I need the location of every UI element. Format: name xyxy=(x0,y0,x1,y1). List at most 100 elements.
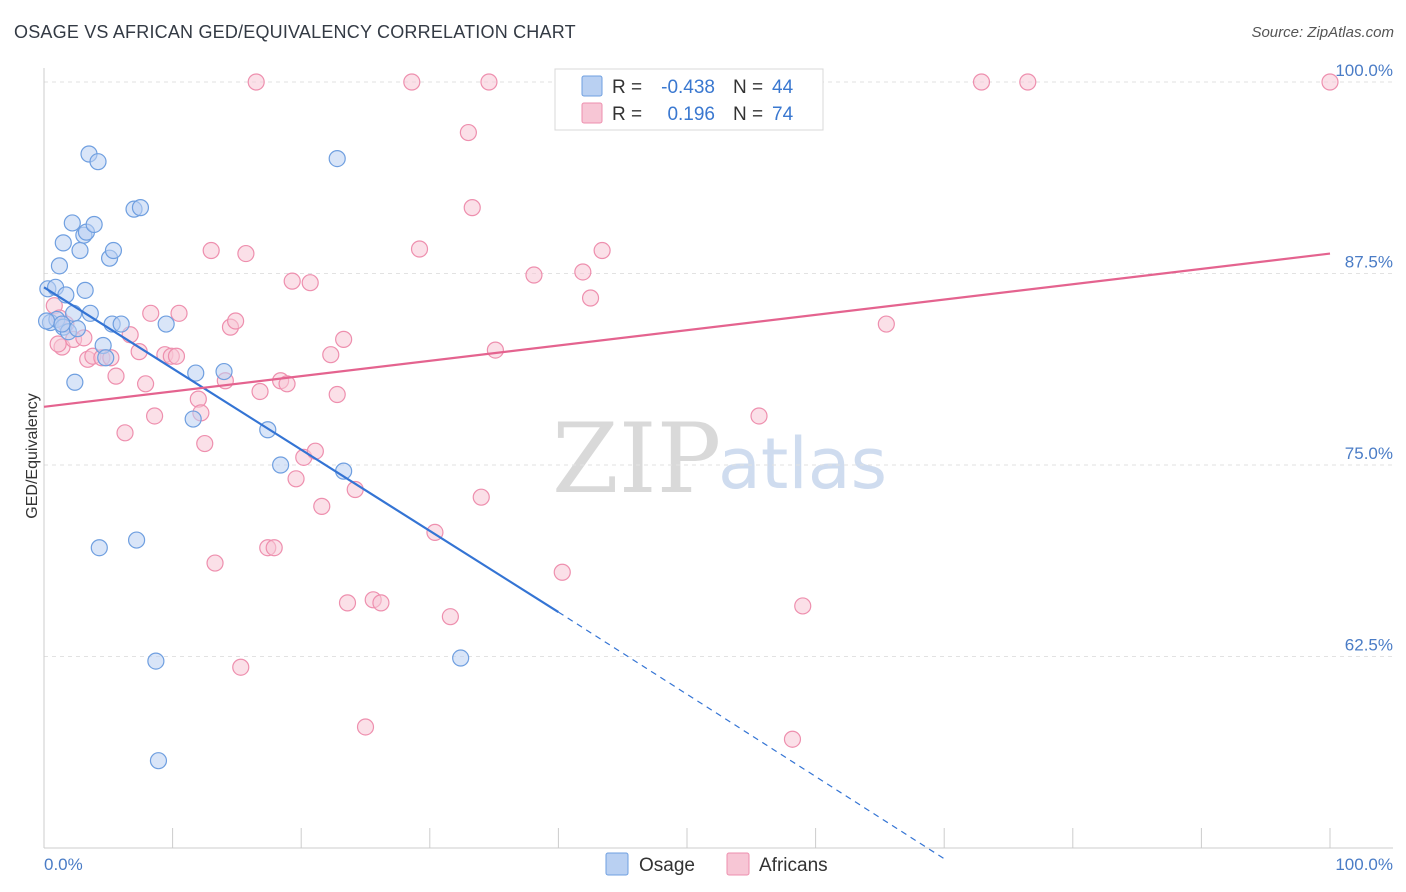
data-point xyxy=(237,244,255,263)
watermark-atlas: atlas xyxy=(718,423,887,505)
data-point xyxy=(232,658,250,676)
data-point xyxy=(328,150,346,168)
data-point xyxy=(306,442,324,460)
data-point xyxy=(452,649,470,667)
watermark-zip: ZIP xyxy=(552,403,721,515)
data-point xyxy=(750,407,768,425)
africans-r-value: 0.196 xyxy=(667,104,715,125)
data-point xyxy=(107,367,125,385)
data-point xyxy=(794,597,812,615)
legend-africans-swatch xyxy=(726,852,750,876)
legend-osage-label: Osage xyxy=(639,855,695,876)
osage-r-label: R = xyxy=(612,77,642,98)
data-point xyxy=(1321,73,1339,91)
data-point xyxy=(50,257,69,275)
data-point xyxy=(338,594,357,612)
data-point xyxy=(184,410,202,428)
africans-swatch xyxy=(581,102,603,124)
data-point xyxy=(63,214,81,232)
data-point xyxy=(49,335,67,353)
data-point xyxy=(525,266,543,284)
africans-r-label: R = xyxy=(612,104,642,125)
data-point xyxy=(66,373,84,391)
data-point xyxy=(116,424,134,442)
data-point xyxy=(206,554,224,572)
data-point xyxy=(593,241,611,260)
data-point xyxy=(157,315,175,333)
y-tick-label: 75.0% xyxy=(1345,444,1393,463)
data-point xyxy=(167,347,186,365)
data-point xyxy=(313,497,331,515)
data-point xyxy=(877,315,895,333)
data-point xyxy=(459,123,477,142)
data-points xyxy=(37,73,1339,770)
africans-trend-line xyxy=(43,252,1331,408)
data-point xyxy=(227,312,245,330)
source-label: Source: ZipAtlas.com xyxy=(1251,24,1394,41)
data-point xyxy=(90,539,108,557)
data-point xyxy=(247,73,265,91)
data-point xyxy=(104,241,123,260)
data-point xyxy=(170,304,188,322)
africans-n-label: N = xyxy=(733,104,763,125)
data-point xyxy=(54,234,72,252)
data-point xyxy=(283,272,301,290)
osage-n-value: 44 xyxy=(772,77,794,98)
data-point xyxy=(76,281,94,299)
axes xyxy=(43,68,1393,849)
y-tick-label: 87.5% xyxy=(1345,253,1393,272)
data-point xyxy=(581,289,600,307)
data-point xyxy=(85,215,103,234)
data-point xyxy=(322,346,340,364)
data-point xyxy=(147,652,165,670)
chart-title: OSAGE VS AFRICAN GED/EQUIVALENCY CORRELA… xyxy=(14,22,576,42)
data-point xyxy=(112,315,130,333)
data-point xyxy=(972,73,991,91)
osage-trend-line xyxy=(43,286,559,614)
y-tick-labels: 100.0% 87.5% 75.0% 62.5% xyxy=(1335,61,1393,655)
y-tick-label: 62.5% xyxy=(1345,636,1393,655)
data-point xyxy=(68,320,87,338)
data-point xyxy=(272,456,290,474)
osage-n-label: N = xyxy=(733,77,763,98)
y-tick-label: 100.0% xyxy=(1335,61,1393,80)
data-point xyxy=(142,304,160,322)
data-point xyxy=(127,531,146,549)
data-point xyxy=(251,382,269,401)
series-legend: Osage Africans xyxy=(605,852,828,876)
data-point xyxy=(486,341,504,359)
data-point xyxy=(1019,73,1037,91)
data-point xyxy=(53,315,71,333)
gridlines xyxy=(44,81,1393,657)
data-point xyxy=(441,608,459,626)
data-point xyxy=(71,241,89,260)
data-point xyxy=(136,375,155,393)
x-tick-label-min: 0.0% xyxy=(44,855,83,874)
series-osage-points xyxy=(37,145,470,770)
data-point xyxy=(335,330,353,348)
data-point xyxy=(480,73,498,91)
data-point xyxy=(301,274,319,292)
data-point xyxy=(97,349,115,367)
data-point xyxy=(574,263,592,281)
data-point xyxy=(37,312,56,330)
data-point xyxy=(328,385,346,404)
data-point xyxy=(81,304,99,322)
y-axis-label: GED/Equivalency xyxy=(24,393,41,518)
data-point xyxy=(356,718,375,736)
data-point xyxy=(131,199,150,217)
data-point xyxy=(89,153,107,171)
legend-osage-swatch xyxy=(605,852,629,876)
data-point xyxy=(202,241,220,260)
osage-r-value: -0.438 xyxy=(661,77,715,98)
data-point xyxy=(196,434,214,453)
data-point xyxy=(783,730,802,748)
africans-n-value: 74 xyxy=(772,104,794,125)
data-point xyxy=(187,364,205,382)
trend-lines xyxy=(43,252,1331,860)
data-point xyxy=(278,375,296,393)
data-point xyxy=(372,594,390,612)
data-point xyxy=(463,199,481,217)
osage-swatch xyxy=(581,75,603,97)
